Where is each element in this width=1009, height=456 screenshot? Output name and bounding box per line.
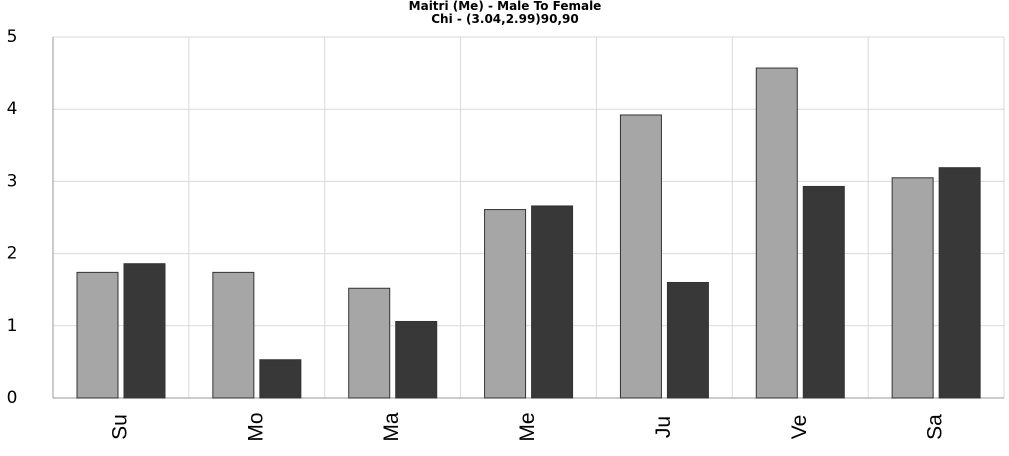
bar bbox=[348, 287, 391, 399]
bar bbox=[531, 205, 574, 399]
x-tick-label: Sa bbox=[924, 414, 947, 440]
chart-title: Maitri (Me) - Male To Female bbox=[409, 0, 602, 13]
x-tick-label: Ma bbox=[380, 412, 403, 441]
x-tick-label: Ve bbox=[788, 415, 811, 440]
y-tick-label: 2 bbox=[7, 244, 18, 264]
bar bbox=[938, 167, 981, 399]
bar bbox=[666, 281, 709, 399]
bar bbox=[76, 271, 119, 399]
y-tick-label: 4 bbox=[7, 99, 18, 119]
y-tick-label: 1 bbox=[7, 316, 18, 336]
y-tick-label: 0 bbox=[7, 388, 18, 408]
x-tick-label: Ju bbox=[652, 416, 675, 438]
bar bbox=[123, 263, 166, 399]
bar bbox=[891, 177, 934, 399]
bar bbox=[259, 359, 302, 399]
x-tick-label: Mo bbox=[244, 412, 267, 441]
chart-subtitle: Chi - (3.04,2.99)90,90 bbox=[431, 12, 579, 26]
x-tick-label: Su bbox=[108, 414, 131, 440]
bar bbox=[802, 185, 845, 399]
bar bbox=[395, 320, 438, 399]
bar bbox=[484, 209, 527, 399]
x-tick-label: Me bbox=[516, 412, 539, 441]
y-tick-label: 3 bbox=[7, 171, 18, 191]
y-tick-label: 5 bbox=[7, 27, 18, 47]
bar bbox=[755, 67, 798, 399]
bar bbox=[212, 271, 255, 399]
bar bbox=[619, 114, 662, 399]
